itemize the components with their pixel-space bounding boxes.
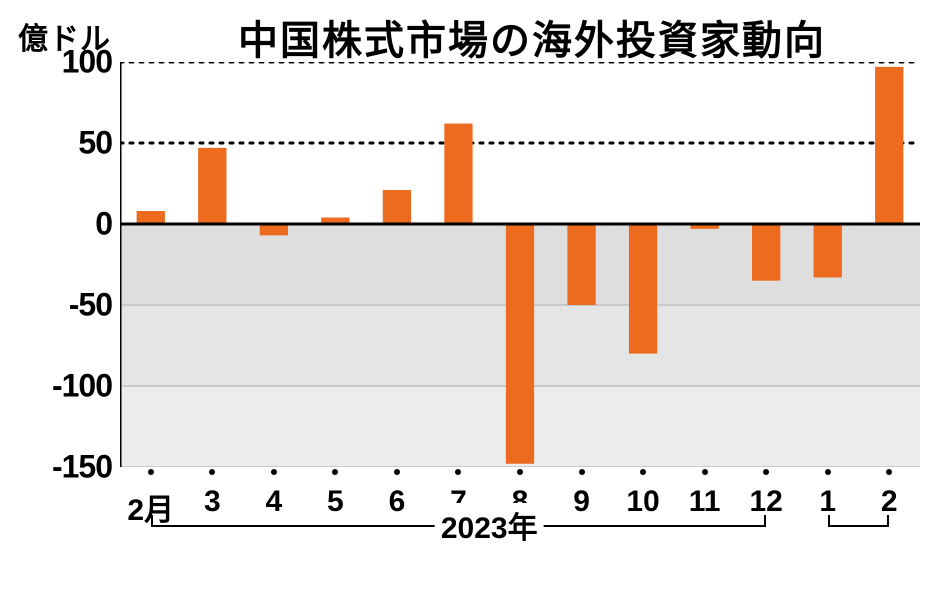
- x-tick-dot: [702, 469, 708, 475]
- x-tick-dot: [209, 469, 215, 475]
- x-tick-dot: [825, 469, 831, 475]
- year-range-bracket: 24: [828, 525, 890, 527]
- y-tick-label: -100: [52, 368, 112, 405]
- year-range-label: 2023年: [435, 503, 544, 547]
- x-tick-label: 3: [204, 485, 221, 519]
- x-tick-label: 11: [689, 485, 721, 519]
- x-tick-dot: [455, 469, 461, 475]
- x-tick-dot: [763, 469, 769, 475]
- chart-title: 中国株式市場の海外投資家動向: [150, 8, 914, 66]
- y-tick-label: 50: [78, 125, 112, 162]
- y-tick-label: -50: [69, 287, 112, 324]
- x-tick-label: 5: [327, 485, 344, 519]
- y-tick-label: -150: [52, 449, 112, 486]
- x-tick-label: 6: [389, 485, 406, 519]
- year-range-bracket: 2023年: [151, 525, 766, 527]
- x-tick-label: 2: [881, 485, 898, 519]
- y-tick-label: 100: [62, 44, 112, 81]
- x-tick-dot: [579, 469, 585, 475]
- x-tick-label: 12: [749, 485, 782, 519]
- x-tick-dot: [640, 469, 646, 475]
- x-tick-label: 10: [626, 485, 659, 519]
- x-tick-dot: [517, 469, 523, 475]
- x-tick-dot: [332, 469, 338, 475]
- y-tick-label: 0: [95, 206, 112, 243]
- x-tick-label: 9: [573, 485, 590, 519]
- x-tick-label: 1: [819, 485, 836, 519]
- x-tick-dot: [394, 469, 400, 475]
- x-tick-dot: [271, 469, 277, 475]
- x-tick-dot: [886, 469, 892, 475]
- x-tick-dot: [148, 469, 154, 475]
- chart-svg: [120, 62, 920, 467]
- x-tick-label: 4: [266, 485, 283, 519]
- plot-area: 100500-50-100-1502月3456789101112122023年2…: [120, 62, 920, 467]
